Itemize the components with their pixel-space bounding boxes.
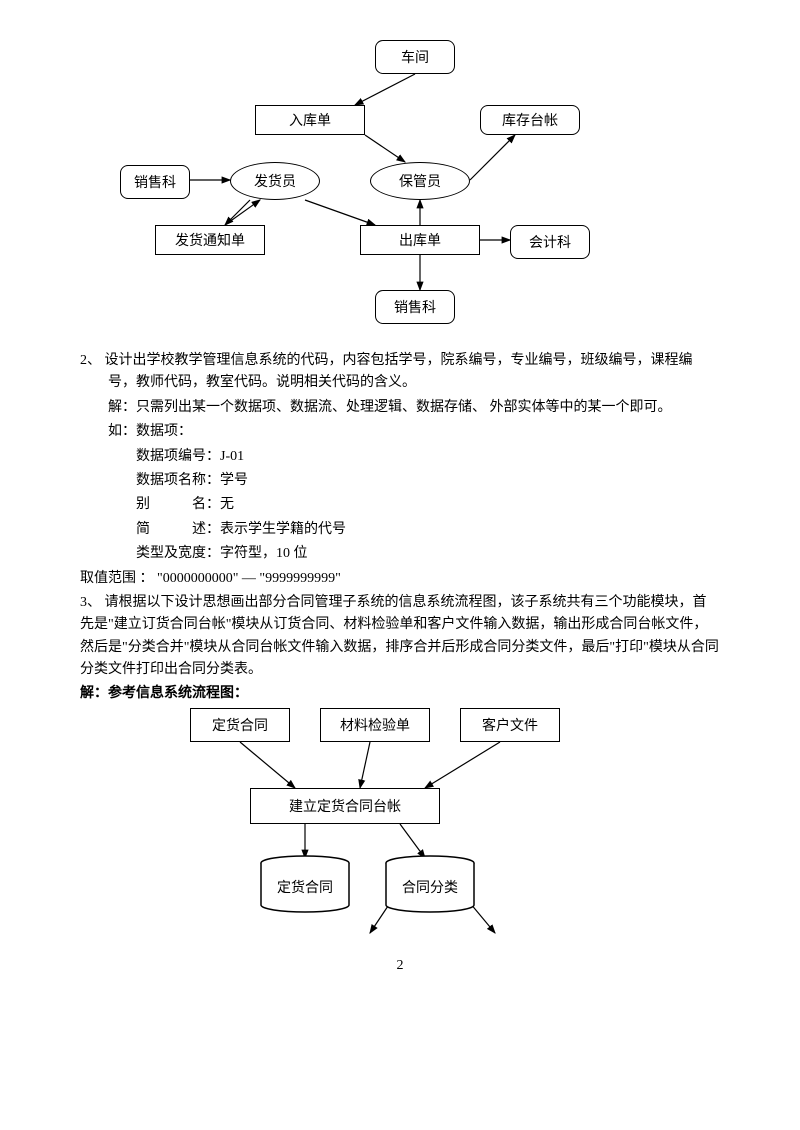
- d1-node-keeper: 保管员: [370, 162, 470, 200]
- d1-node-sales2: 销售科: [375, 290, 455, 324]
- q2-title: 2、 设计出学校教学管理信息系统的代码，内容包括学号，院系编号，专业编号，班级编…: [80, 350, 720, 395]
- q2-row-0: 数据项编号：J-01: [80, 446, 720, 468]
- q2-range-value: "0000000000" — "9999999999": [157, 571, 341, 586]
- d1-node-ledger: 库存台帐: [480, 105, 580, 135]
- diagram-1: 车间入库单库存台帐销售科发货员保管员发货通知单出库单会计科销售科: [80, 40, 720, 340]
- q2-range: 取值范围 ： "0000000000" — "9999999999": [80, 568, 720, 590]
- q2-range-label: 取值范围 ：: [80, 571, 154, 586]
- d2-node-inspect: 材料检验单: [320, 708, 430, 742]
- diagram-2: 定货合同材料检验单客户文件建立定货合同台帐定货合同合同分类: [80, 708, 720, 938]
- page-number: 2: [80, 958, 720, 974]
- d1-node-notice: 发货通知单: [155, 225, 265, 255]
- d2-cyl-c1: 定货合同: [260, 863, 350, 913]
- question-2-block: 2、 设计出学校教学管理信息系统的代码，内容包括学号，院系编号，专业编号，班级编…: [80, 350, 720, 590]
- q2-ru: 如：数据项：: [80, 421, 720, 443]
- q3-text: 3、 请根据以下设计思想画出部分合同管理子系统的信息系统流程图，该子系统共有三个…: [80, 592, 720, 682]
- q3-answer-label: 解：参考信息系统流程图：: [80, 683, 720, 705]
- d2-node-order: 定货合同: [190, 708, 290, 742]
- d2-cyl-c2: 合同分类: [385, 863, 475, 913]
- d2-node-cust: 客户文件: [460, 708, 560, 742]
- d2-node-build: 建立定货合同台帐: [250, 788, 440, 824]
- q2-row-4: 类型及宽度：字符型，10 位: [80, 543, 720, 565]
- d1-node-shipper: 发货员: [230, 162, 320, 200]
- d1-node-acct: 会计科: [510, 225, 590, 259]
- d1-node-sales: 销售科: [120, 165, 190, 199]
- d1-node-inbound: 入库单: [255, 105, 365, 135]
- question-3-block: 3、 请根据以下设计思想画出部分合同管理子系统的信息系统流程图，该子系统共有三个…: [80, 592, 720, 706]
- q2-row-3: 简 述：表示学生学籍的代号: [80, 519, 720, 541]
- q2-row-1: 数据项名称：学号: [80, 470, 720, 492]
- d1-node-outbound: 出库单: [360, 225, 480, 255]
- q2-answer-intro: 解：只需列出某一个数据项、数据流、处理逻辑、数据存储、 外部实体等中的某一个即可…: [80, 397, 720, 419]
- q2-row-2: 别 名：无: [80, 494, 720, 516]
- d1-node-workshop: 车间: [375, 40, 455, 74]
